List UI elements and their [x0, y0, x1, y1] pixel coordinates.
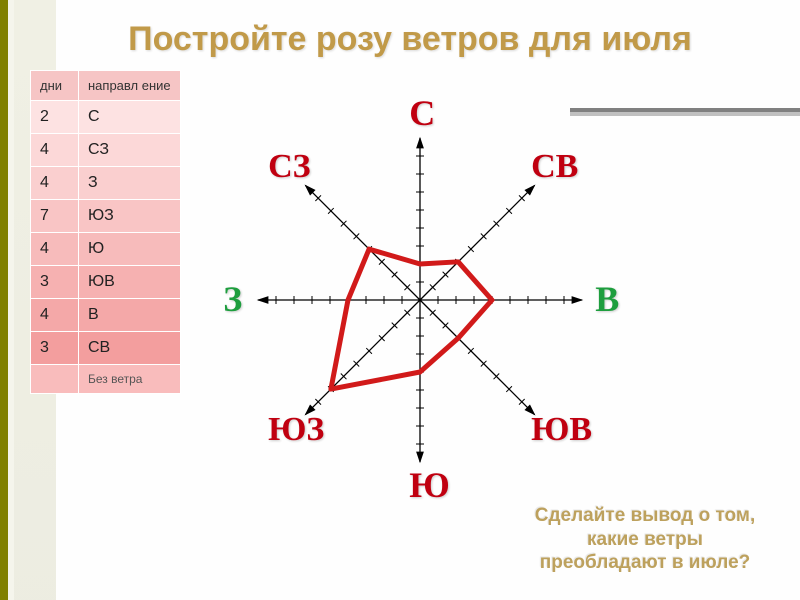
dir-label-В: В: [595, 278, 619, 320]
table-row: 2С: [31, 101, 181, 134]
table-row: 4Ю: [31, 233, 181, 266]
footer-empty: [31, 365, 79, 394]
table-row: 4В: [31, 299, 181, 332]
table-row: 4СЗ: [31, 134, 181, 167]
dir-label-С: С: [409, 92, 435, 134]
page-title: Постройте розу ветров для июля: [30, 20, 790, 59]
dir-label-ЮВ: ЮВ: [531, 411, 592, 449]
dir-label-СВ: СВ: [531, 148, 578, 186]
dir-label-ЮЗ: ЮЗ: [268, 411, 324, 449]
footer-no-wind: Без ветра: [79, 365, 181, 394]
wind-rose-chart: С СВ В ЮВ Ю ЮЗ З СЗ: [200, 90, 640, 530]
dir-label-СЗ: СЗ: [268, 148, 311, 186]
conclusion-text: Сделайте вывод о том, какие ветры преобл…: [515, 504, 775, 575]
dir-label-З: З: [223, 278, 242, 320]
col-direction: направл ение: [79, 71, 181, 101]
col-days: дни: [31, 71, 79, 101]
table-row: 3ЮВ: [31, 266, 181, 299]
table-row: 7ЮЗ: [31, 200, 181, 233]
table-row: 4З: [31, 167, 181, 200]
wind-data-table: дни направл ение 2С4СЗ4З7ЮЗ4Ю3ЮВ4В3СВ Бе…: [30, 70, 181, 394]
table-row: 3СВ: [31, 332, 181, 365]
dir-label-Ю: Ю: [409, 464, 450, 506]
